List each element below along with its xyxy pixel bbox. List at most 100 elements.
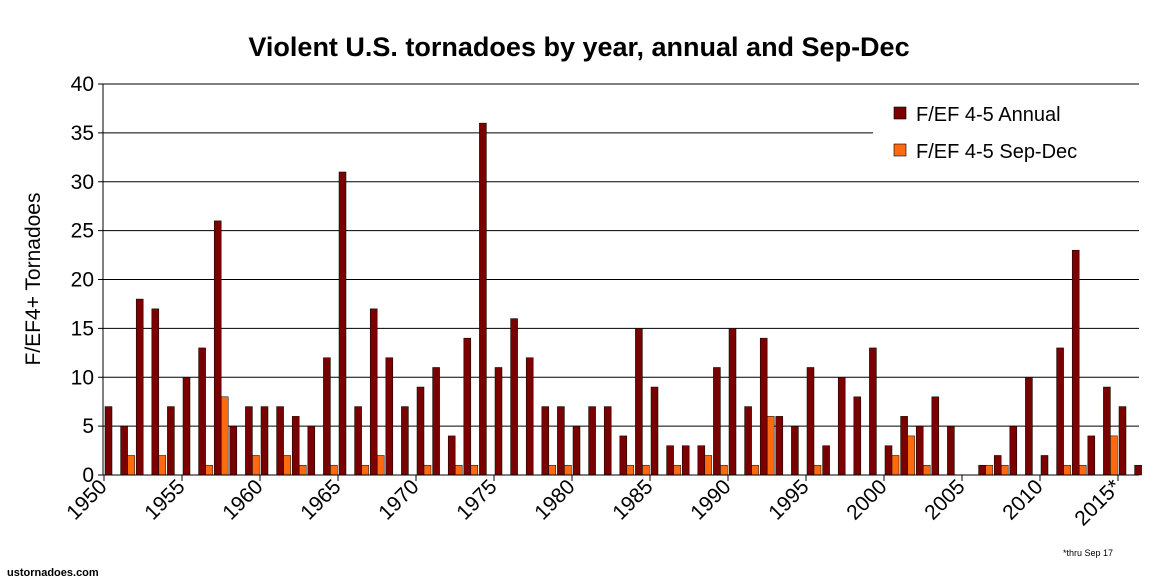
x-tick-label: 2005 xyxy=(920,475,969,524)
bar-annual-2009 xyxy=(1025,377,1033,476)
bar-annual-1996 xyxy=(822,445,830,476)
x-tick-label: 1995 xyxy=(764,475,813,524)
bar-annual-2003 xyxy=(931,396,940,476)
bar-annual-1951 xyxy=(120,425,128,476)
bar-annual-1967 xyxy=(369,308,378,476)
y-axis-ticks: 0 5 10 15 20 25 30 35 40 xyxy=(71,73,103,487)
bar-annual-2012 xyxy=(1071,249,1080,476)
bar-annual-1981 xyxy=(588,406,596,476)
bar-annual-1953 xyxy=(151,308,160,476)
bar-sepdec-1966 xyxy=(361,464,369,476)
bar-sepdec-1986 xyxy=(673,464,681,476)
bar-sepdec-1978 xyxy=(548,464,557,476)
x-axis-ticks: 1950 1955 1960 1965 1970 1975 1980 1985 1990 1995… xyxy=(62,475,1126,530)
bar-annual-1965 xyxy=(338,171,347,476)
bar-annual-1999 xyxy=(869,347,877,476)
bar-annual-1979 xyxy=(557,406,565,476)
x-tick-label: 1990 xyxy=(686,475,735,524)
bar-annual-2016 xyxy=(1134,464,1142,476)
bar-sepdec-1967 xyxy=(376,455,385,476)
bar-annual-1982 xyxy=(603,406,612,476)
bar-annual-2004 xyxy=(947,425,955,476)
bar-annual-1983 xyxy=(619,435,628,476)
bar-annual-1954 xyxy=(167,406,175,476)
bar-annual-1987 xyxy=(681,445,690,476)
bar-sepdec-2014 xyxy=(1110,435,1118,476)
x-tick-label: 1970 xyxy=(374,475,423,524)
bar-annual-1970 xyxy=(416,386,425,476)
bar-annual-1991 xyxy=(744,406,752,476)
bar-sepdec-1956 xyxy=(205,464,213,476)
bar-annual-2002 xyxy=(915,425,924,476)
chart-title: Violent U.S. tornadoes by year, annual a… xyxy=(248,32,909,62)
source-label: ustornadoes.com xyxy=(7,567,99,579)
legend-label-sepdec: F/EF 4-5 Sep-Dec xyxy=(916,141,1077,163)
bar-annual-1959 xyxy=(245,406,253,476)
bar-annual-1955 xyxy=(182,377,191,476)
bar-annual-1964 xyxy=(323,357,331,476)
x-tick-label: 2010 xyxy=(998,475,1047,524)
y-tick-label: 0 xyxy=(82,464,94,487)
bar-annual-2000 xyxy=(884,445,893,476)
bar-annual-1958 xyxy=(229,425,238,476)
y-tick-label: 5 xyxy=(82,415,94,438)
bar-sepdec-1992 xyxy=(766,416,775,476)
bar-annual-1993 xyxy=(775,416,784,476)
x-tick-label: 1960 xyxy=(218,475,267,524)
footnote: *thru Sep 17 xyxy=(1063,548,1113,558)
bar-annual-2001 xyxy=(900,416,908,476)
bar-sepdec-2007 xyxy=(1000,464,1009,476)
bar-sepdec-1972 xyxy=(454,464,463,476)
bar-sepdec-2011 xyxy=(1063,464,1071,476)
bar-annual-1984 xyxy=(635,328,643,476)
y-tick-label: 30 xyxy=(71,171,94,194)
bar-sepdec-1951 xyxy=(127,455,135,476)
bar-sepdec-1962 xyxy=(298,464,307,476)
bar-annual-2011 xyxy=(1056,347,1064,476)
bar-sepdec-1988 xyxy=(704,455,713,476)
bar-annual-1995 xyxy=(806,367,815,476)
bar-annual-1990 xyxy=(728,328,737,476)
x-tick-label: 1955 xyxy=(140,475,189,524)
bar-annual-2015 xyxy=(1118,406,1127,476)
legend-label-annual: F/EF 4-5 Annual xyxy=(916,104,1061,126)
bar-sepdec-2002 xyxy=(922,464,931,476)
bar-annual-1998 xyxy=(853,396,862,476)
legend-box xyxy=(873,96,1145,171)
x-tick-label: 2015* xyxy=(1070,475,1125,530)
bar-annual-2008 xyxy=(1009,425,1018,476)
legend-swatch-sepdec xyxy=(893,143,907,157)
bar-annual-2007 xyxy=(993,455,1002,476)
bar-sepdec-2006 xyxy=(985,464,993,476)
bar-annual-1988 xyxy=(697,445,706,476)
bar-sepdec-1964 xyxy=(330,464,338,476)
bar-sepdec-1991 xyxy=(751,464,759,476)
bar-sepdec-2001 xyxy=(907,435,915,476)
bar-sepdec-1983 xyxy=(626,464,635,476)
bar-annual-1963 xyxy=(307,425,316,476)
bar-annual-1989 xyxy=(713,367,721,476)
bar-sepdec-1973 xyxy=(470,464,479,476)
bar-annual-1976 xyxy=(510,318,518,476)
x-tick-label: 1950 xyxy=(62,475,111,524)
bar-annual-1975 xyxy=(494,367,503,476)
bar-sepdec-1979 xyxy=(564,464,572,476)
bar-annual-1956 xyxy=(198,347,206,476)
y-tick-label: 25 xyxy=(71,220,94,243)
bar-annual-2006 xyxy=(978,464,986,476)
bar-annual-2014 xyxy=(1103,386,1111,476)
bar-annual-1969 xyxy=(401,406,409,476)
bar-annual-1978 xyxy=(541,406,550,476)
bar-sepdec-1995 xyxy=(813,464,822,476)
y-tick-label: 35 xyxy=(71,122,94,145)
x-tick-label: 2000 xyxy=(842,475,891,524)
y-tick-label: 20 xyxy=(71,269,94,292)
x-tick-label: 1985 xyxy=(608,475,657,524)
bar-annual-1966 xyxy=(354,406,362,476)
bar-sepdec-1989 xyxy=(720,464,728,476)
bar-annual-2013 xyxy=(1087,435,1096,476)
bar-annual-1960 xyxy=(260,406,269,476)
bar-annual-1957 xyxy=(213,220,222,476)
bar-annual-1973 xyxy=(463,337,472,476)
bar-annual-1985 xyxy=(650,386,659,476)
